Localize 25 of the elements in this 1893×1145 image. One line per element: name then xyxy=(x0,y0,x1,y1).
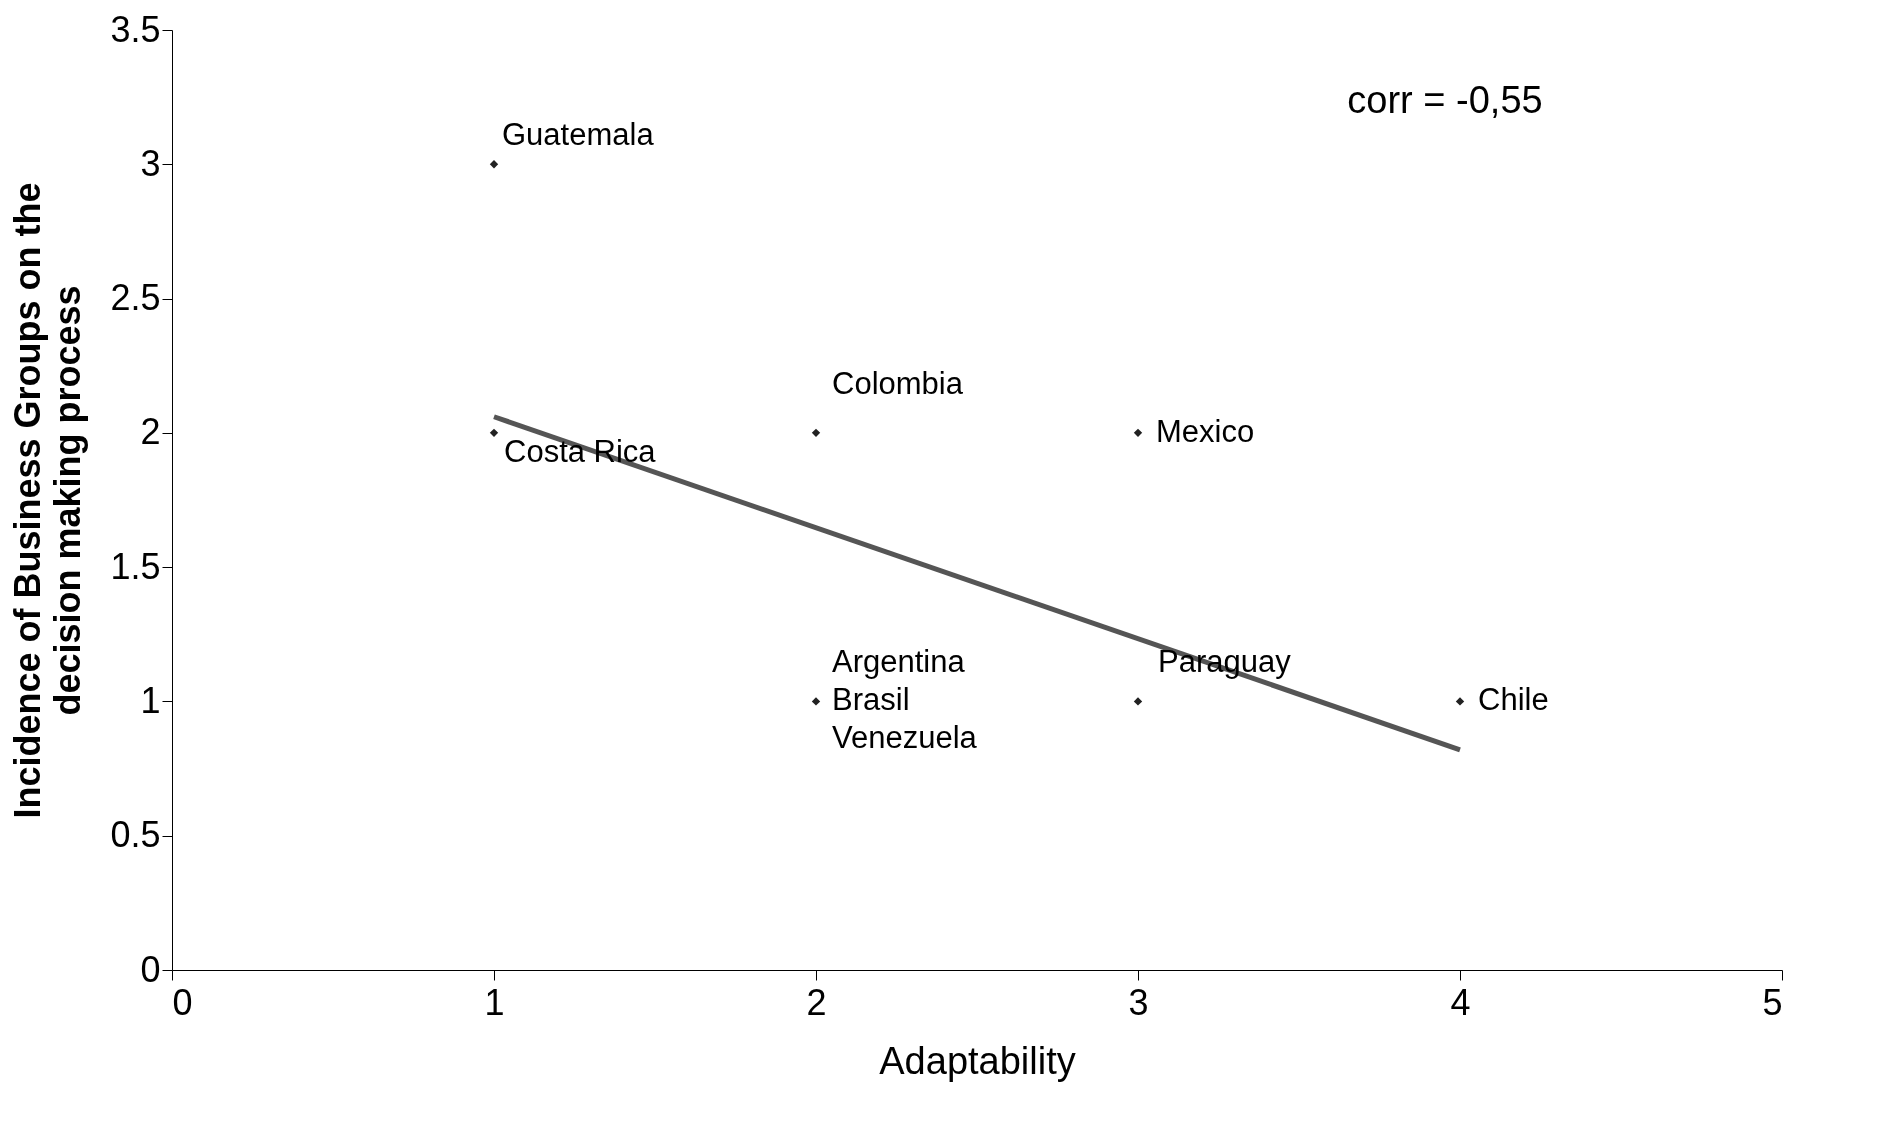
annotation: Argentina xyxy=(832,644,966,680)
y-tick-label: 2 xyxy=(140,411,161,453)
y-tick-label: 1 xyxy=(140,679,161,721)
x-tick-label: 3 xyxy=(1128,981,1149,1023)
annotation: Guatemala xyxy=(502,117,655,153)
x-axis-title: Adaptability xyxy=(879,1039,1076,1082)
annotation: Mexico xyxy=(1156,413,1255,449)
y-tick-label: 3.5 xyxy=(110,8,161,50)
x-tick-label: 5 xyxy=(1762,981,1783,1023)
x-tick-label: 4 xyxy=(1450,981,1471,1023)
y-tick-label: 2.5 xyxy=(110,277,161,319)
y-tick-label: 3 xyxy=(140,142,161,184)
y-tick-label: 0.5 xyxy=(110,814,161,856)
x-tick-label: 2 xyxy=(806,981,827,1023)
annotation: Venezuela xyxy=(832,720,978,756)
annotation: Costa Rica xyxy=(504,433,657,469)
x-tick-label: 1 xyxy=(484,981,505,1023)
annotation: Colombia xyxy=(832,365,964,401)
x-tick-label: 0 xyxy=(172,981,193,1023)
annotation: corr = -0,55 xyxy=(1347,79,1543,121)
annotation: Brasil xyxy=(832,682,910,718)
y-axis-title: Incidence of Business Groups on the decision making process xyxy=(7,182,89,819)
y-tick-label: 0 xyxy=(140,948,161,990)
y-tick-label: 1.5 xyxy=(110,545,161,587)
annotation: Chile xyxy=(1478,682,1549,718)
